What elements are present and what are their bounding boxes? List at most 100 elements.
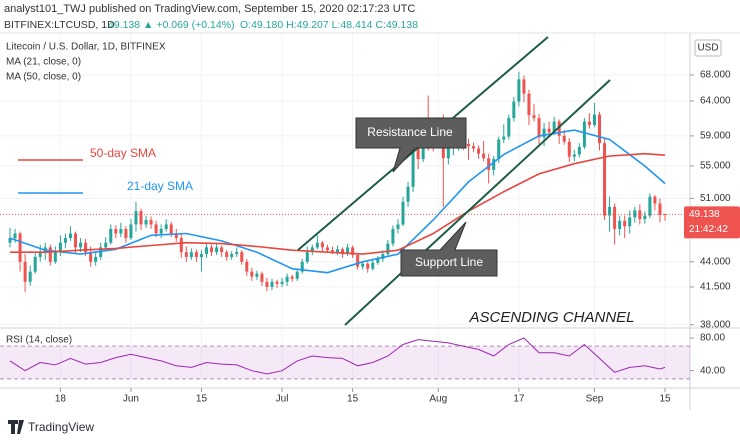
- chart-title: Litecoin / U.S. Dollar, 1D, BITFINEX: [6, 42, 166, 53]
- candle-body: [552, 121, 556, 133]
- candle-body: [517, 79, 521, 102]
- candle-body: [134, 211, 138, 225]
- currency[interactable]: USD: [697, 43, 718, 54]
- candle-body: [63, 238, 67, 243]
- candle-body: [104, 242, 108, 248]
- candle-body: [164, 224, 168, 229]
- rsi-title: RSI (14, close): [6, 335, 72, 346]
- candle-body: [280, 281, 284, 284]
- candle-body: [270, 281, 274, 287]
- channel-lower: [344, 79, 611, 326]
- candle-body: [144, 219, 148, 225]
- support-callout: [400, 221, 498, 277]
- x-tick-label: Sep: [586, 394, 604, 405]
- candle-body: [265, 281, 269, 287]
- candle-body: [527, 93, 531, 116]
- candle-body: [643, 215, 647, 220]
- candle-body: [623, 220, 627, 227]
- candle-body: [260, 273, 264, 282]
- x-tick-label: 18: [55, 394, 67, 405]
- x-tick-label: 17: [513, 394, 525, 405]
- candle-body: [159, 228, 163, 234]
- candle-body: [562, 135, 566, 142]
- support-label: Support Line: [415, 255, 483, 269]
- candle-body: [68, 233, 72, 239]
- y-tick-label: 51.000: [700, 193, 731, 204]
- candle-body: [210, 247, 214, 253]
- candle-body: [8, 238, 12, 243]
- candle-body: [512, 101, 516, 119]
- candle-body: [255, 273, 259, 277]
- candle-body: [653, 196, 657, 204]
- candle-body: [401, 201, 405, 225]
- candle-body: [361, 263, 365, 267]
- candle-body: [204, 247, 209, 255]
- channel-label: ASCENDING CHANNEL: [468, 309, 634, 326]
- candle-body: [577, 146, 581, 155]
- candle-body: [53, 252, 57, 262]
- y-tick-label: 80.00: [700, 333, 725, 344]
- resistance-label: Resistance Line: [367, 125, 453, 139]
- candle-body: [325, 247, 329, 251]
- candle-body: [250, 271, 254, 277]
- y-tick-label: 41.500: [700, 282, 731, 293]
- ohlc: O:49.180 H:49.207 L:48.414 C:49.138: [240, 19, 418, 31]
- last-price-label: 49.138: [689, 209, 720, 220]
- candle-body: [240, 252, 244, 262]
- candle-body: [477, 148, 481, 154]
- candle-body: [597, 114, 602, 144]
- x-tick-label: 15: [659, 394, 671, 405]
- candle-body: [351, 247, 355, 256]
- candle-body: [139, 211, 143, 225]
- candle-body: [199, 254, 203, 257]
- candle-body: [376, 258, 380, 263]
- candle-body: [356, 255, 360, 267]
- candle-body: [305, 252, 309, 262]
- y-tick-label: 59.000: [700, 131, 731, 142]
- candle-body: [628, 217, 632, 227]
- candle-body: [235, 252, 239, 255]
- candle-body: [169, 224, 173, 234]
- y-tick-label: 64.000: [700, 96, 731, 107]
- candle-body: [663, 214, 667, 216]
- candle-body: [658, 203, 662, 215]
- candle-body: [184, 252, 188, 257]
- candle-body: [124, 228, 128, 239]
- candle-body: [487, 158, 491, 170]
- candle-body: [391, 228, 395, 244]
- candle-body: [174, 233, 178, 239]
- legend-label: 50-day SMA: [90, 146, 156, 160]
- candle-body: [542, 128, 546, 138]
- last-price-box: [684, 206, 740, 239]
- candle-body: [371, 262, 375, 269]
- candle-body: [482, 153, 486, 159]
- y-tick-label: 68.000: [700, 70, 731, 81]
- candle-body: [310, 247, 314, 253]
- candle-body: [320, 242, 324, 248]
- candle-body: [472, 146, 476, 149]
- candle-body: [502, 136, 506, 140]
- candle-body: [275, 281, 279, 284]
- candle-body: [557, 121, 561, 136]
- candle-body: [114, 228, 118, 234]
- x-tick-label: Aug: [429, 394, 447, 405]
- candle-body: [109, 228, 113, 243]
- x-tick-label: 15: [347, 394, 359, 405]
- candle-body: [446, 146, 450, 159]
- candle-body: [381, 254, 385, 259]
- candle-body: [149, 219, 153, 225]
- candle-body: [466, 143, 471, 147]
- quote: 49.138 ▲ +0.069 (+0.14%): [108, 19, 235, 31]
- currency-button[interactable]: [694, 39, 722, 57]
- legend-label: 21-day SMA: [127, 179, 193, 193]
- y-tick-label: 38.000: [700, 319, 731, 330]
- legend-entry: MA (50, close, 0): [6, 72, 81, 83]
- candle-body: [567, 141, 571, 157]
- candle-body: [94, 256, 98, 262]
- candle-body: [603, 143, 607, 216]
- x-tick-label: Jul: [276, 394, 289, 405]
- candle-body: [23, 261, 27, 282]
- candle-body: [341, 249, 345, 255]
- candle-body: [79, 242, 83, 248]
- candle-body: [582, 121, 586, 147]
